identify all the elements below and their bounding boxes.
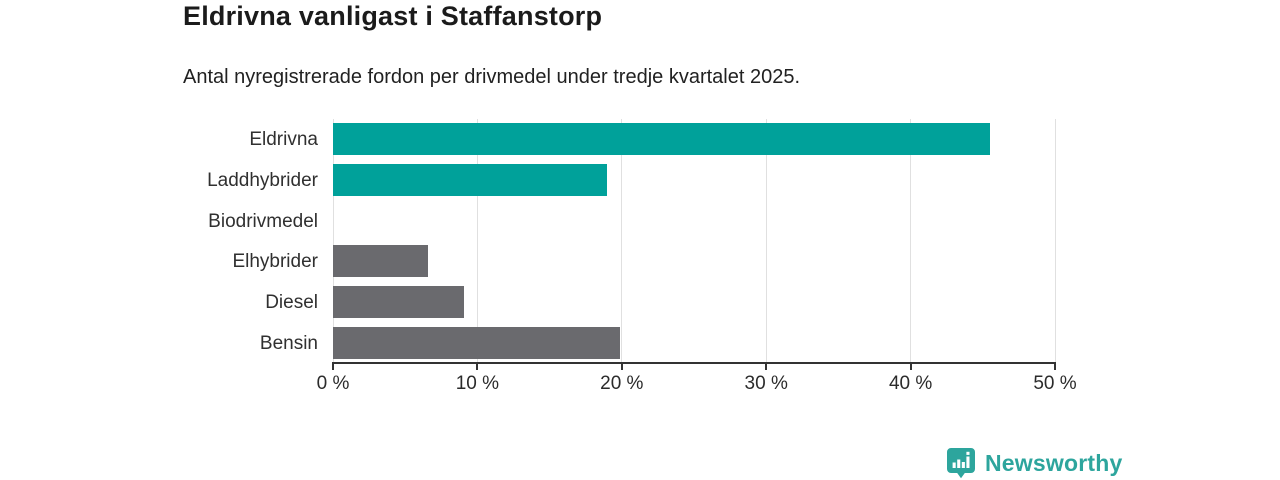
tick-label: 10 % <box>455 373 500 394</box>
newsworthy-logo-icon <box>947 448 975 479</box>
tick-label: 30 % <box>744 373 788 394</box>
tick-mark <box>909 364 912 370</box>
brand-name: Newsworthy <box>985 449 1123 476</box>
gridline <box>765 119 767 363</box>
gridline <box>621 119 623 363</box>
bar-elhybrider <box>333 245 429 278</box>
tick-mark <box>765 364 768 370</box>
category-label: Elhybrider <box>232 251 318 273</box>
category-label: Biodrivmedel <box>208 210 318 232</box>
tick-label: 0 % <box>316 373 350 394</box>
plot-area <box>332 119 1056 363</box>
tick-label: 50 % <box>1033 373 1077 394</box>
gridline <box>910 119 912 363</box>
tick-mark <box>620 364 623 370</box>
x-axis-line <box>332 362 1056 364</box>
chart-title: Eldrivna vanligast i Staffanstorp <box>183 1 603 31</box>
brand-footer: Newsworthy <box>944 446 1122 480</box>
bar-diesel <box>333 286 465 318</box>
tick-label: 20 % <box>600 373 644 394</box>
category-label: Eldrivna <box>249 129 318 151</box>
category-label: Laddhybrider <box>207 170 318 191</box>
chart-subtitle: Antal nyregistrerade fordon per drivmede… <box>183 66 801 88</box>
tick-mark <box>332 364 334 370</box>
gridline <box>476 119 478 363</box>
tick-label: 40 % <box>888 373 933 394</box>
category-label: Bensin <box>259 332 318 354</box>
gridline <box>1054 119 1056 363</box>
tick-mark <box>476 364 479 370</box>
gridline <box>332 119 334 363</box>
bar-eldrivna <box>333 123 991 156</box>
bar-bensin <box>333 326 621 359</box>
tick-mark <box>1054 364 1056 370</box>
x-axis: 0 % 10 % 20 % 30 % 40 % 50 % <box>317 364 1077 404</box>
category-labels: Eldrivna Laddhybrider Biodrivmedel Elhybrid… <box>120 119 318 363</box>
bar-laddhybrider <box>333 164 608 196</box>
category-label: Diesel <box>265 292 318 313</box>
